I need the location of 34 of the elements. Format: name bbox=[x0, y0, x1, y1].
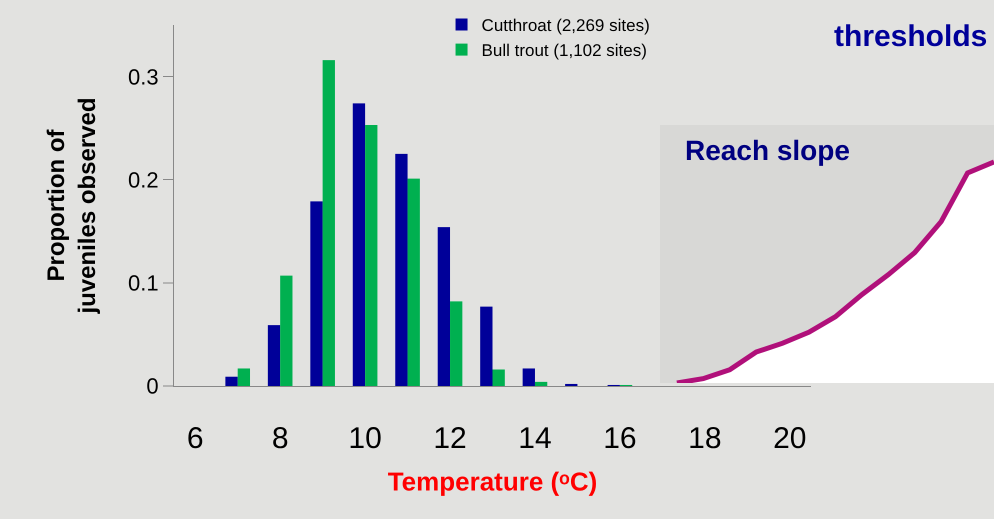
chart-title: Reach slope bbox=[685, 135, 850, 166]
bar bbox=[310, 201, 323, 386]
x-tick-label: 16 bbox=[603, 422, 637, 455]
x-tick-label: 20 bbox=[773, 422, 806, 455]
x-tick-label: 6 bbox=[186, 422, 204, 455]
legend-label: Bull trout (1,102 sites) bbox=[482, 41, 647, 60]
y-axis-title: Proportion of juveniles observed bbox=[42, 97, 102, 315]
bar bbox=[480, 306, 492, 386]
y-tick-label: 0.1 bbox=[128, 270, 159, 296]
bar bbox=[238, 368, 250, 386]
x-tick-label: 12 bbox=[433, 422, 467, 455]
text: thresholds bbox=[834, 20, 988, 53]
y-tick-label: 0.2 bbox=[128, 167, 159, 192]
bar bbox=[322, 60, 335, 386]
bar bbox=[365, 125, 378, 386]
bar bbox=[408, 178, 420, 386]
bar bbox=[268, 325, 280, 386]
bar bbox=[492, 370, 505, 386]
bar bbox=[438, 227, 450, 386]
x-axis-title: Temperature (ᵒC) bbox=[388, 466, 598, 497]
y-tick-label: 0.3 bbox=[128, 64, 159, 90]
bar bbox=[395, 154, 408, 386]
bar bbox=[225, 376, 238, 386]
bar bbox=[534, 382, 548, 386]
bar bbox=[352, 103, 366, 386]
legend-label: Cutthroat (2,269 sites) bbox=[482, 16, 650, 36]
y-tick-label: 0 bbox=[146, 374, 159, 399]
x-tick-label: 14 bbox=[518, 422, 552, 455]
x-tick-label: 8 bbox=[272, 422, 289, 455]
bar bbox=[522, 368, 535, 386]
bar bbox=[280, 276, 292, 386]
x-tick-label: 10 bbox=[348, 422, 382, 455]
x-tick-label: 18 bbox=[688, 422, 722, 455]
bar bbox=[450, 301, 462, 386]
